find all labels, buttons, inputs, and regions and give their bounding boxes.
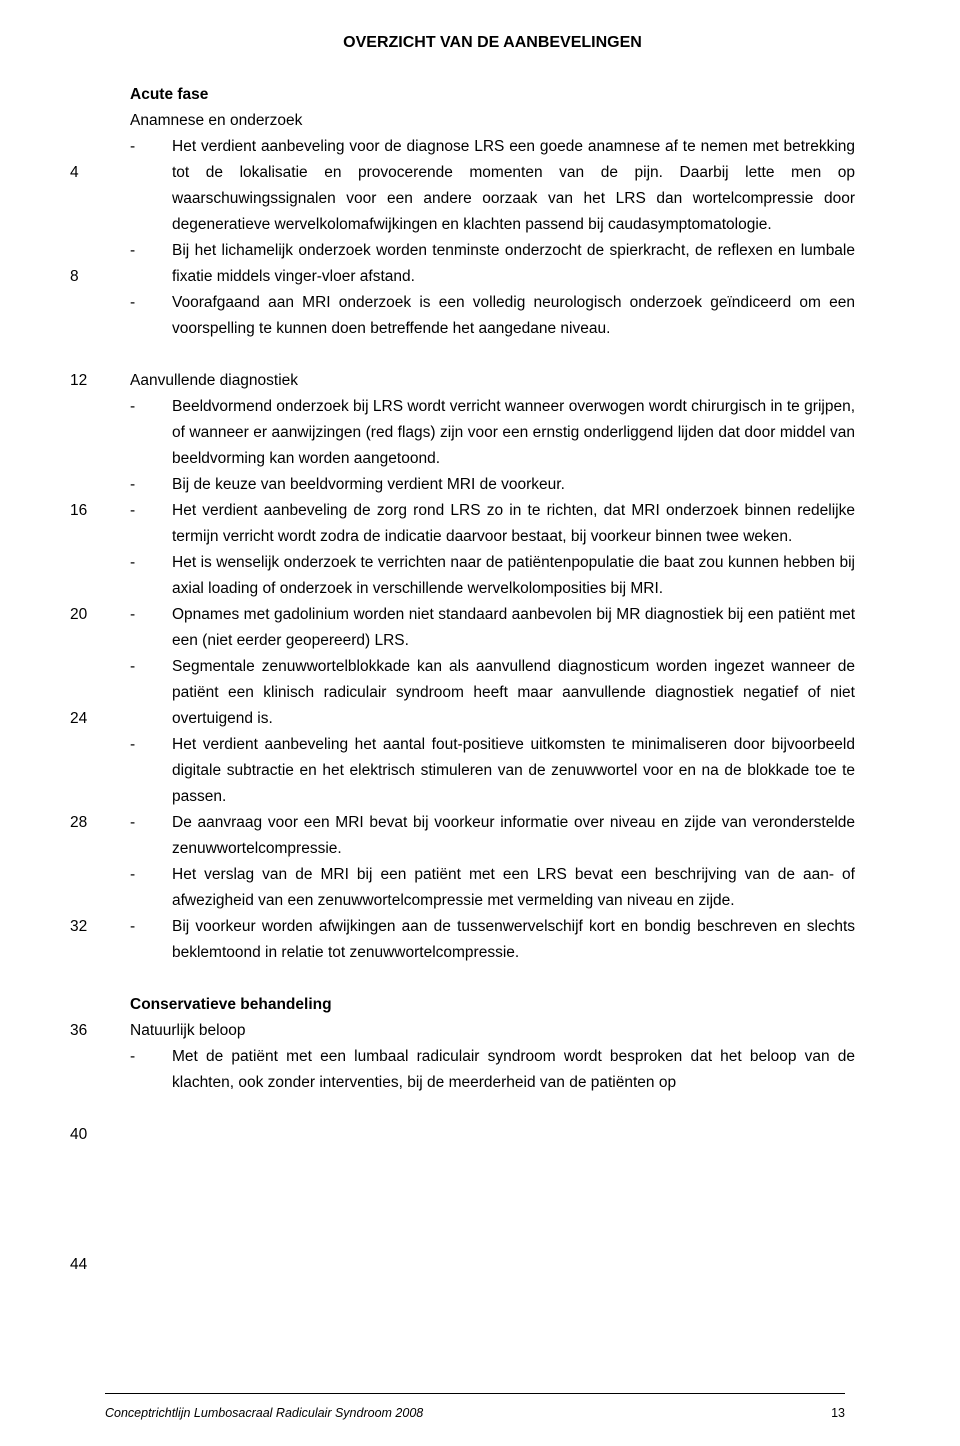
line-number: 28	[70, 810, 87, 836]
list-item: - Het verdient aanbeveling de zorg rond …	[130, 498, 855, 550]
list-item-text: Segmentale zenuwwortelblokkade kan als a…	[172, 654, 855, 732]
bullet-dash-icon: -	[130, 290, 172, 316]
list-item-text: Voorafgaand aan MRI onderzoek is een vol…	[172, 290, 855, 342]
page-title: OVERZICHT VAN DE AANBEVELINGEN	[130, 30, 855, 56]
bullet-dash-icon: -	[130, 654, 172, 680]
bullet-dash-icon: -	[130, 810, 172, 836]
footer-divider	[105, 1393, 845, 1394]
list-item-text: Het verdient aanbeveling voor de diagnos…	[172, 134, 855, 238]
list-item: - Beeldvormend onderzoek bij LRS wordt v…	[130, 394, 855, 472]
page-number: 13	[831, 1406, 845, 1420]
list-item-text: Met de patiënt met een lumbaal radiculai…	[172, 1044, 855, 1096]
list-item-text: Bij voorkeur worden afwijkingen aan de t…	[172, 914, 855, 966]
list-item-text: Het verdient aanbeveling de zorg rond LR…	[172, 498, 855, 550]
line-number: 4	[70, 160, 79, 186]
bullet-dash-icon: -	[130, 394, 172, 420]
bullet-dash-icon: -	[130, 732, 172, 758]
list-item-text: Bij de keuze van beeldvorming verdient M…	[172, 472, 855, 498]
subsection-heading: Aanvullende diagnostiek	[130, 368, 855, 394]
list-item: - Het verdient aanbeveling het aantal fo…	[130, 732, 855, 810]
list-item: - Bij de keuze van beeldvorming verdient…	[130, 472, 855, 498]
bullet-dash-icon: -	[130, 602, 172, 628]
page-footer: Conceptrichtlijn Lumbosacraal Radiculair…	[105, 1406, 845, 1420]
list-item: - Het verslag van de MRI bij een patiënt…	[130, 862, 855, 914]
list-item: - Segmentale zenuwwortelblokkade kan als…	[130, 654, 855, 732]
line-number: 40	[70, 1122, 87, 1148]
line-number: 24	[70, 706, 87, 732]
list-item: - Het verdient aanbeveling voor de diagn…	[130, 134, 855, 238]
list-item: - De aanvraag voor een MRI bevat bij voo…	[130, 810, 855, 862]
list-item: - Het is wenselijk onderzoek te verricht…	[130, 550, 855, 602]
list-item: - Opnames met gadolinium worden niet sta…	[130, 602, 855, 654]
list-item-text: De aanvraag voor een MRI bevat bij voork…	[172, 810, 855, 862]
line-number: 12	[70, 368, 87, 394]
list-item-text: Het is wenselijk onderzoek te verrichten…	[172, 550, 855, 602]
bullet-dash-icon: -	[130, 134, 172, 160]
section-heading-conservatieve: Conservatieve behandeling	[130, 992, 855, 1018]
bullet-dash-icon: -	[130, 862, 172, 888]
line-number: 44	[70, 1252, 87, 1278]
bullet-dash-icon: -	[130, 1044, 172, 1070]
subsection-heading: Anamnese en onderzoek	[130, 108, 855, 134]
line-number: 36	[70, 1018, 87, 1044]
list-item: - Met de patiënt met een lumbaal radicul…	[130, 1044, 855, 1096]
list-item: - Bij het lichamelijk onderzoek worden t…	[130, 238, 855, 290]
bullet-dash-icon: -	[130, 472, 172, 498]
line-number: 20	[70, 602, 87, 628]
list-item-text: Bij het lichamelijk onderzoek worden ten…	[172, 238, 855, 290]
bullet-dash-icon: -	[130, 238, 172, 264]
list-item: - Voorafgaand aan MRI onderzoek is een v…	[130, 290, 855, 342]
subsection-heading: Natuurlijk beloop	[130, 1018, 855, 1044]
bullet-dash-icon: -	[130, 550, 172, 576]
line-number: 32	[70, 914, 87, 940]
bullet-dash-icon: -	[130, 914, 172, 940]
section-heading-acute-fase: Acute fase	[130, 82, 855, 108]
list-item-text: Opnames met gadolinium worden niet stand…	[172, 602, 855, 654]
page: 4 8 12 16 20 24 28 32 36 40 44 OVERZICHT VAN DE AA…	[0, 0, 960, 1446]
footer-left-text: Conceptrichtlijn Lumbosacraal Radiculair…	[105, 1406, 423, 1420]
list-item: - Bij voorkeur worden afwijkingen aan de…	[130, 914, 855, 966]
document-body: OVERZICHT VAN DE AANBEVELINGEN Acute fas…	[130, 30, 855, 1096]
line-number: 16	[70, 498, 87, 524]
list-item-text: Beeldvormend onderzoek bij LRS wordt ver…	[172, 394, 855, 472]
line-number: 8	[70, 264, 79, 290]
list-item-text: Het verdient aanbeveling het aantal fout…	[172, 732, 855, 810]
list-item-text: Het verslag van de MRI bij een patiënt m…	[172, 862, 855, 914]
bullet-dash-icon: -	[130, 498, 172, 524]
